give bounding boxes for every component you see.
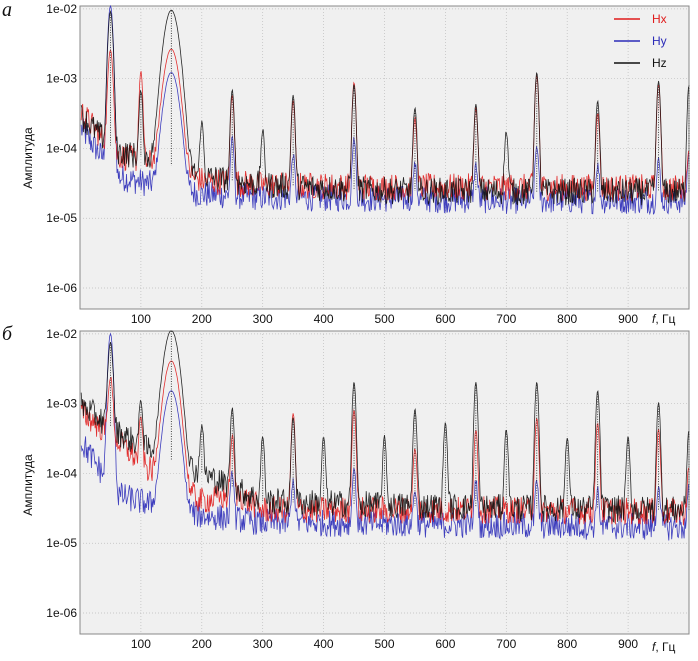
- y-tick-labels-b: 1e-02 1e-03 1e-04 1e-05 1e-06: [46, 327, 77, 620]
- x-tick-labels-b: 100 200 300 400 500 600 700 800 900: [131, 637, 639, 651]
- panel-label-b: б: [2, 323, 13, 345]
- x-tick-label-b: 100: [131, 637, 151, 651]
- chart-panel-b: б Амплитуда 1e-02 1e-03 1e-04 1e-05 1e-06 10…: [2, 323, 690, 654]
- y-tick-label-a: 1e-06: [46, 281, 77, 295]
- x-tick-labels-a: 100 200 300 400 500 600 700 800 900: [131, 312, 639, 326]
- y-tick-label-a: 1e-05: [46, 211, 77, 225]
- y-tick-label-a: 1e-02: [46, 2, 77, 16]
- x-tick-label-b: 500: [374, 637, 394, 651]
- x-tick-label-b: 300: [253, 637, 273, 651]
- legend-label-hy: Hy: [652, 34, 667, 48]
- x-tick-label-b: 700: [496, 637, 516, 651]
- x-tick-label-a: 400: [314, 312, 334, 326]
- panel-label-a: а: [2, 0, 12, 21]
- x-tick-label-b: 600: [435, 637, 455, 651]
- series-line-hx-b: [80, 360, 689, 526]
- legend: Hx Hy Hz: [614, 12, 667, 70]
- legend-label-hz: Hz: [652, 56, 667, 70]
- x-tick-label-b: 400: [314, 637, 334, 651]
- y-tick-label-a: 1e-04: [46, 141, 77, 155]
- x-tick-label-a: 300: [253, 312, 273, 326]
- y-tick-label-a: 1e-03: [46, 72, 77, 86]
- x-tick-label-a: 200: [192, 312, 212, 326]
- series-group-b: [80, 330, 690, 541]
- y-axis-label-b: Амплитуда: [21, 454, 35, 516]
- y-tick-label-b: 1e-04: [46, 466, 77, 480]
- x-tick-label-b: 900: [618, 637, 638, 651]
- series-line-hy-b: [80, 332, 689, 541]
- series-line-hz-b: [80, 330, 689, 523]
- y-tick-labels-a: 1e-02 1e-03 1e-04 1e-05 1e-06: [46, 2, 77, 295]
- x-tick-label-b: 200: [192, 637, 212, 651]
- x-tick-label-a: 900: [618, 312, 638, 326]
- legend-label-hx: Hx: [652, 12, 667, 26]
- y-axis-label-a: Амплитуда: [21, 127, 35, 189]
- x-tick-label-a: 500: [374, 312, 394, 326]
- x-tick-label-a: 800: [557, 312, 577, 326]
- y-tick-label-b: 1e-02: [46, 327, 77, 341]
- series-line-hz-a: [80, 9, 689, 206]
- x-axis-label-b: f, Гц: [652, 640, 676, 654]
- y-tick-label-b: 1e-05: [46, 536, 77, 550]
- chart-panel-a: а Амплитуда 1e-02 1e-03 1e-04 1e-05 1e-06 10…: [2, 0, 690, 326]
- y-tick-label-b: 1e-06: [46, 606, 77, 620]
- grid-b: [80, 331, 689, 634]
- grid-a: [80, 6, 689, 309]
- x-tick-label-a: 600: [435, 312, 455, 326]
- x-axis-label-a: f, Гц: [652, 312, 676, 326]
- x-tick-label-a: 700: [496, 312, 516, 326]
- series-group-a: [80, 4, 690, 216]
- y-tick-label-b: 1e-03: [46, 397, 77, 411]
- x-tick-label-a: 100: [131, 312, 151, 326]
- x-tick-label-b: 800: [557, 637, 577, 651]
